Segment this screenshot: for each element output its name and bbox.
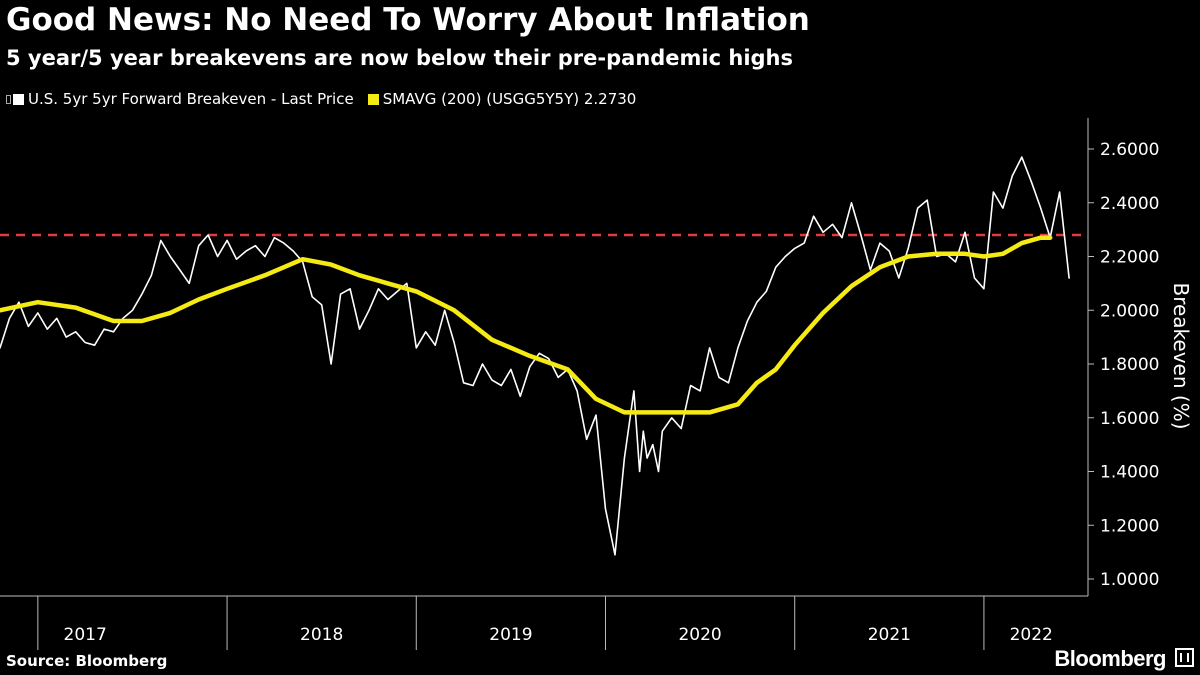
- legend: U.S. 5yr 5yr Forward Breakeven - Last Pr…: [6, 90, 650, 108]
- y-tick-label: 1.4000: [1100, 463, 1159, 483]
- x-tick-label: 2018: [300, 625, 343, 645]
- legend-item-price: U.S. 5yr 5yr Forward Breakeven - Last Pr…: [6, 90, 354, 108]
- y-tick-label: 1.8000: [1100, 355, 1159, 375]
- chart-title: Good News: No Need To Worry About Inflat…: [6, 2, 810, 38]
- y-tick-label: 2.6000: [1100, 140, 1159, 160]
- y-tick-label: 1.0000: [1100, 570, 1159, 590]
- x-tick-label: 2019: [489, 625, 532, 645]
- legend-item-sma: SMAVG (200) (USGG5Y5Y) 2.2730: [367, 90, 637, 108]
- source-note: Source: Bloomberg: [6, 652, 168, 670]
- x-tick-label: 2020: [678, 625, 721, 645]
- legend-label-sma: SMAVG (200) (USGG5Y5Y) 2.2730: [382, 90, 637, 108]
- chart-subtitle: 5 year/5 year breakevens are now below t…: [6, 46, 794, 70]
- x-tick-label: 2021: [868, 625, 911, 645]
- legend-swatch-price: [13, 93, 24, 105]
- y-tick-label: 2.4000: [1100, 194, 1159, 214]
- y-tick-label: 1.2000: [1100, 516, 1159, 536]
- y-tick-label: 2.0000: [1100, 301, 1159, 321]
- y-tick-label: 2.2000: [1100, 248, 1159, 268]
- y-tick-label: 1.6000: [1100, 409, 1159, 429]
- legend-label-price: U.S. 5yr 5yr Forward Breakeven - Last Pr…: [28, 90, 354, 108]
- brand-logo: Bloomberg: [1054, 646, 1166, 671]
- x-tick-label: 2017: [64, 625, 107, 645]
- bloomberg-icon: [1175, 648, 1194, 667]
- x-tick-label: 2022: [1010, 625, 1053, 645]
- legend-swatch-sma: [367, 93, 379, 105]
- legend-marker-icon: [6, 94, 11, 104]
- series-line-sma: [0, 235, 1053, 415]
- y-axis-label: Breakeven (%): [1169, 282, 1193, 429]
- series-line-price: [0, 156, 1070, 556]
